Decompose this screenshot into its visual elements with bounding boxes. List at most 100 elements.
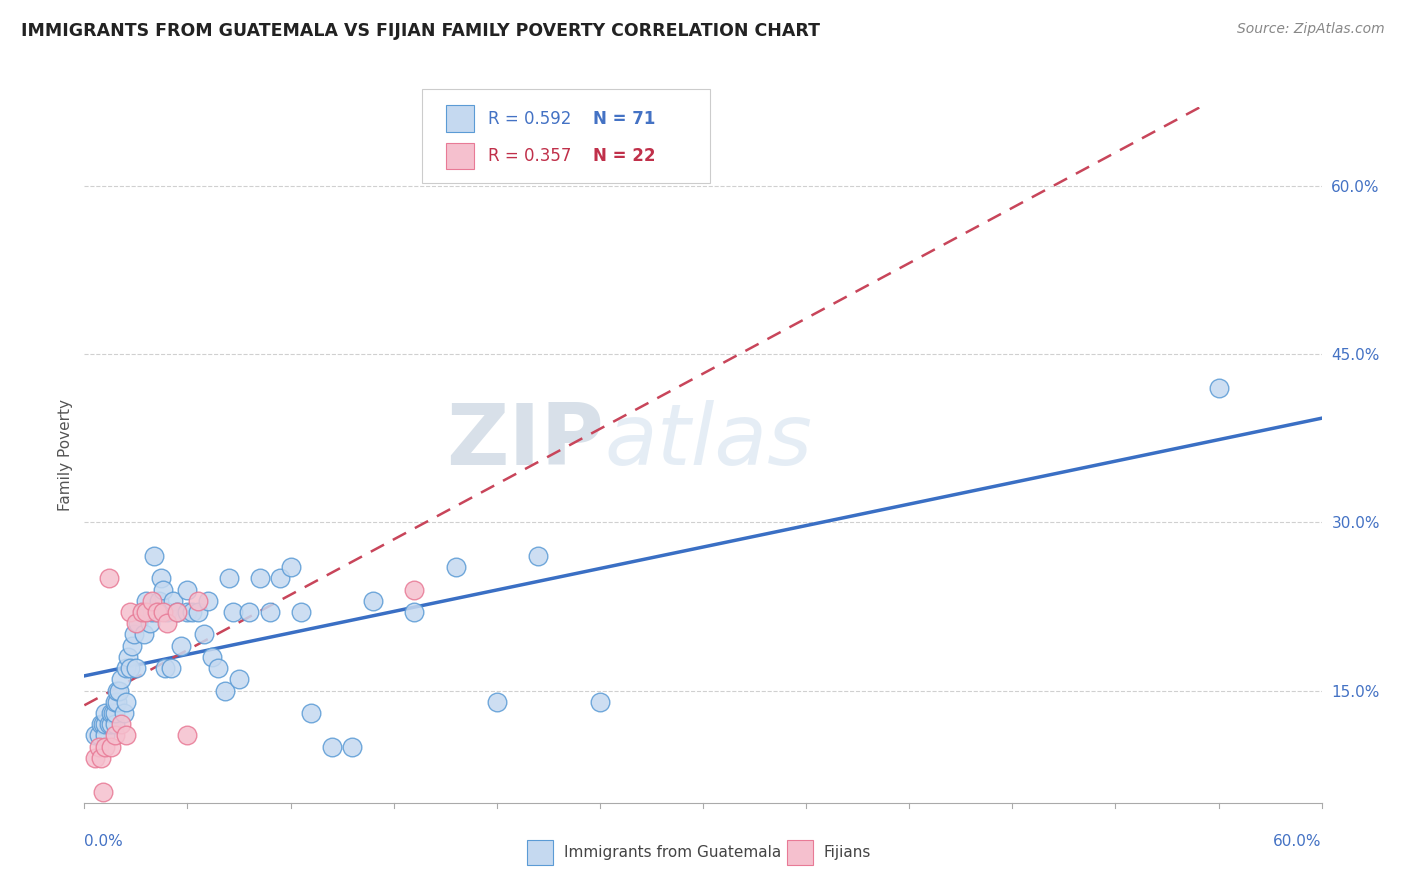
Point	[134, 627, 156, 641]
Point	[259, 605, 281, 619]
Point	[90, 751, 112, 765]
Point	[103, 706, 125, 720]
Point	[110, 717, 132, 731]
Point	[485, 695, 508, 709]
Point	[187, 605, 209, 619]
Text: ZIP: ZIP	[446, 400, 605, 483]
Point	[105, 683, 128, 698]
Point	[176, 729, 198, 743]
Point	[145, 605, 167, 619]
Point	[125, 661, 148, 675]
Point	[269, 571, 291, 585]
Point	[122, 627, 145, 641]
Point	[342, 739, 364, 754]
Point	[114, 695, 136, 709]
Point	[153, 661, 176, 675]
Point	[404, 582, 426, 597]
Point	[361, 594, 384, 608]
Point	[87, 729, 110, 743]
Point	[91, 784, 114, 798]
Text: R = 0.592: R = 0.592	[488, 110, 588, 128]
Point	[170, 639, 193, 653]
Point	[94, 739, 117, 754]
Point	[162, 594, 184, 608]
Point	[166, 605, 188, 619]
Point	[87, 739, 110, 754]
Point	[299, 706, 322, 720]
Point	[118, 661, 141, 675]
Point	[176, 605, 198, 619]
Point	[104, 695, 127, 709]
Point	[197, 594, 219, 608]
Point	[149, 571, 172, 585]
Point	[207, 661, 229, 675]
Point	[218, 571, 240, 585]
Point	[290, 605, 312, 619]
Point	[148, 594, 170, 608]
Text: 0.0%: 0.0%	[84, 834, 124, 849]
Point	[280, 560, 302, 574]
Y-axis label: Family Poverty: Family Poverty	[58, 399, 73, 511]
Point	[404, 605, 426, 619]
Point	[98, 717, 121, 731]
Point	[176, 582, 198, 597]
Point	[100, 739, 122, 754]
Point	[1208, 381, 1230, 395]
Point	[125, 616, 148, 631]
Point	[83, 751, 105, 765]
Point	[139, 616, 162, 631]
Point	[104, 706, 127, 720]
Point	[187, 594, 209, 608]
Point	[94, 706, 117, 720]
Point	[589, 695, 612, 709]
Point	[214, 683, 236, 698]
Point	[180, 605, 202, 619]
Point	[90, 717, 112, 731]
Point	[118, 605, 141, 619]
Text: Fijians: Fijians	[824, 846, 872, 860]
Point	[166, 605, 188, 619]
Point	[527, 549, 550, 563]
Point	[135, 594, 157, 608]
Point	[249, 571, 271, 585]
Point	[201, 649, 224, 664]
Point	[141, 594, 163, 608]
Point	[160, 661, 183, 675]
Point	[121, 639, 143, 653]
Point	[444, 560, 467, 574]
Point	[193, 627, 215, 641]
Point	[114, 729, 136, 743]
Point	[131, 605, 153, 619]
Text: atlas: atlas	[605, 400, 813, 483]
Point	[110, 673, 132, 687]
Point	[228, 673, 250, 687]
Point	[100, 706, 122, 720]
Point	[131, 605, 153, 619]
Point	[91, 717, 114, 731]
Point	[94, 729, 117, 743]
Point	[238, 605, 260, 619]
Text: N = 22: N = 22	[593, 147, 655, 165]
Point	[135, 605, 157, 619]
Point	[222, 605, 245, 619]
Point	[321, 739, 343, 754]
Point	[145, 605, 167, 619]
Point	[141, 605, 163, 619]
Point	[152, 582, 174, 597]
Point	[104, 717, 127, 731]
Text: 60.0%: 60.0%	[1274, 834, 1322, 849]
Point	[100, 717, 122, 731]
Point	[83, 729, 105, 743]
Point	[112, 706, 135, 720]
Text: Immigrants from Guatemala: Immigrants from Guatemala	[564, 846, 782, 860]
Text: IMMIGRANTS FROM GUATEMALA VS FIJIAN FAMILY POVERTY CORRELATION CHART: IMMIGRANTS FROM GUATEMALA VS FIJIAN FAMI…	[21, 22, 820, 40]
Point	[117, 649, 139, 664]
Point	[127, 616, 149, 631]
Point	[108, 683, 131, 698]
Point	[114, 661, 136, 675]
Point	[104, 729, 127, 743]
Point	[152, 605, 174, 619]
Point	[143, 549, 166, 563]
Point	[156, 605, 179, 619]
Point	[156, 616, 179, 631]
